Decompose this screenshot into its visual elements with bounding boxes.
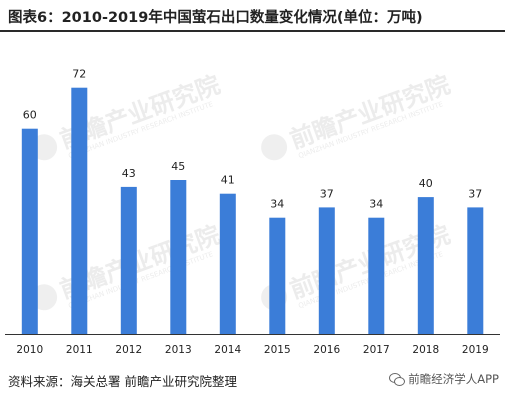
data-label-2010: 60 bbox=[23, 109, 37, 122]
title-divider bbox=[0, 30, 505, 32]
x-tick-2018: 2018 bbox=[412, 344, 439, 356]
bar-2018 bbox=[417, 197, 434, 334]
wechat-icon bbox=[389, 372, 406, 386]
x-tick-2016: 2016 bbox=[313, 344, 340, 356]
chart-title: 图表6：2010-2019年中国萤石出口数量变化情况(单位：万吨) bbox=[8, 10, 423, 26]
data-label-2012: 43 bbox=[122, 167, 136, 180]
data-labels-group: 60 72 43 45 41 34 37 34 40 37 bbox=[23, 68, 482, 211]
x-tick-2017: 2017 bbox=[363, 344, 390, 356]
bar-2015 bbox=[269, 217, 286, 334]
data-label-2015: 34 bbox=[270, 198, 284, 211]
x-tick-2015: 2015 bbox=[264, 344, 291, 356]
data-label-2013: 45 bbox=[171, 160, 185, 173]
x-tick-2013: 2013 bbox=[165, 344, 192, 356]
x-tick-2019: 2019 bbox=[462, 344, 489, 356]
source-note: 资料来源：海关总署 前瞻产业研究院整理 bbox=[8, 374, 237, 389]
bar-2011 bbox=[71, 87, 88, 334]
bar-2019 bbox=[467, 207, 484, 334]
bar-2012 bbox=[120, 186, 137, 334]
data-label-2019: 37 bbox=[468, 187, 482, 200]
x-tick-2012: 2012 bbox=[115, 344, 142, 356]
data-label-2011: 72 bbox=[72, 68, 86, 81]
x-tick-2010: 2010 bbox=[16, 344, 43, 356]
bar-2017 bbox=[368, 217, 385, 334]
x-tick-2011: 2011 bbox=[66, 344, 93, 356]
x-tick-labels-group: 2010 2011 2012 2013 2014 2015 2016 2017 2018 2019 bbox=[16, 344, 488, 356]
data-label-2014: 41 bbox=[221, 174, 235, 187]
data-label-2018: 40 bbox=[419, 177, 433, 190]
data-label-2017: 34 bbox=[369, 198, 383, 211]
wechat-badge: 前瞻经济学人APP bbox=[389, 371, 499, 387]
bar-2013 bbox=[170, 180, 187, 334]
bar-2016 bbox=[318, 207, 335, 334]
data-label-2016: 37 bbox=[320, 187, 334, 200]
watermark-logo bbox=[261, 134, 288, 161]
x-tick-2014: 2014 bbox=[214, 344, 241, 356]
bars-group bbox=[21, 87, 484, 334]
bar-2010 bbox=[21, 128, 38, 334]
bar-2014 bbox=[219, 193, 236, 334]
wechat-label: 前瞻经济学人APP bbox=[408, 372, 499, 386]
